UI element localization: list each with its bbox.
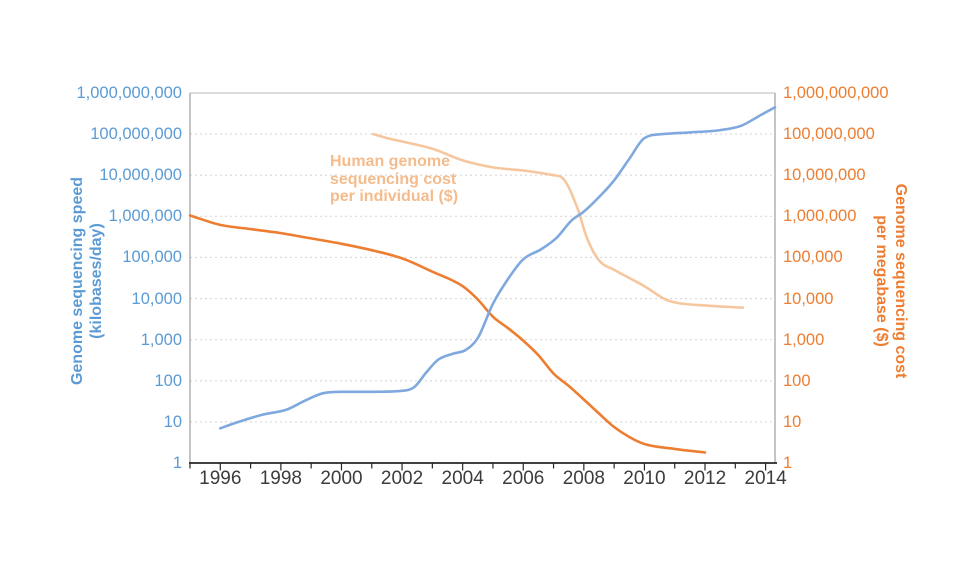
- series-line-1: [188, 214, 707, 454]
- y-axis-left-title-line2: (kilobases/day): [87, 223, 105, 339]
- series-line-2: [219, 106, 777, 430]
- y-right-tick-label: 1,000,000,000: [783, 84, 889, 102]
- x-tick-label: 2000: [320, 468, 363, 489]
- y-right-tick-label: 100,000,000: [783, 125, 875, 144]
- y-axis-left-title: Genome sequencing speed (kilobases/day): [69, 166, 107, 396]
- y-right-tick-label: 100,000: [783, 248, 843, 267]
- x-tick-label: 1996: [199, 468, 242, 489]
- annotation-line2: sequencing cost: [330, 170, 457, 188]
- x-tick-label: 2012: [683, 468, 727, 489]
- y-right-tick-label: 100: [783, 371, 811, 390]
- annotation-line3: per individual ($): [330, 188, 459, 205]
- y-axis-left-title-line1: Genome sequencing speed: [69, 176, 86, 386]
- x-tick-label: 2014: [744, 468, 787, 489]
- y-right-tick-label: 10: [783, 412, 802, 431]
- y-right-tick-label: 1: [783, 454, 793, 472]
- y-right-tick-label: 10,000,000: [783, 166, 866, 185]
- x-tick-label: 2004: [441, 468, 484, 489]
- y-left-tick-label: 100,000,000: [90, 125, 182, 144]
- y-axis-right-title-line1: Genome sequencing cost: [892, 183, 909, 379]
- x-tick-label: 1998: [259, 468, 303, 489]
- y-left-tick-label: 100: [154, 371, 182, 390]
- y-left-tick-label: 1,000: [140, 330, 182, 349]
- x-tick-label: 2002: [380, 468, 424, 489]
- x-tick-label: 2008: [562, 468, 605, 489]
- y-left-tick-label: 10: [163, 412, 182, 431]
- series-label-human-genome-cost: Human genome sequencing cost per individ…: [330, 153, 458, 206]
- y-left-tick-label: 1,000,000: [108, 207, 182, 226]
- y-left-tick-label: 1: [172, 454, 182, 472]
- y-left-tick-label: 1,000,000,000: [76, 84, 182, 102]
- y-left-tick-label: 100,000: [122, 248, 182, 267]
- x-tick-label: 2010: [623, 468, 666, 489]
- y-right-tick-label: 10,000: [783, 289, 834, 308]
- y-left-tick-label: 10,000: [131, 289, 182, 308]
- y-right-tick-label: 1,000: [783, 330, 825, 349]
- y-left-tick-label: 10,000,000: [99, 166, 182, 185]
- series-line-0: [372, 132, 745, 309]
- y-right-tick-label: 1,000,000: [783, 207, 857, 226]
- y-axis-right-title: Genome sequencing cost per megabase ($): [871, 166, 910, 396]
- y-axis-right-title-line2: per megabase ($): [873, 215, 891, 347]
- annotation-line1: Human genome: [330, 153, 451, 170]
- x-tick-label: 2006: [502, 468, 545, 489]
